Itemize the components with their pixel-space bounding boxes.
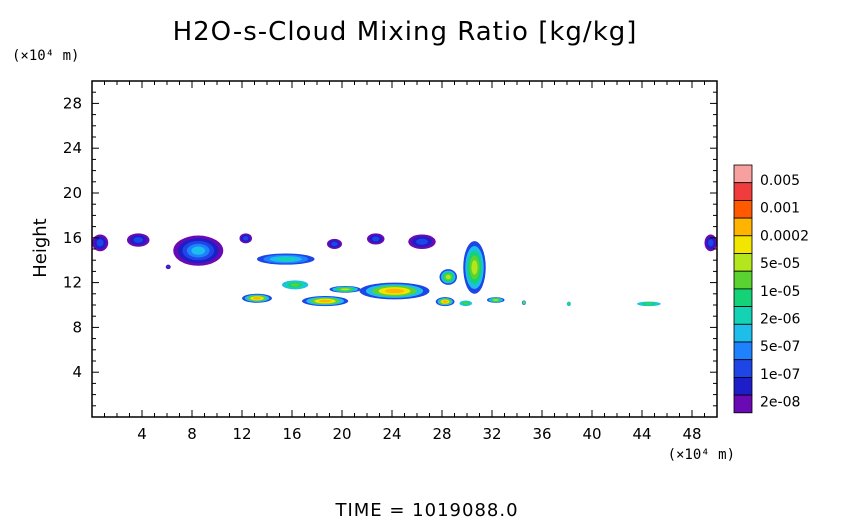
- y-tick-label: 20: [63, 184, 82, 202]
- y-unit-label: (×10⁴ m): [12, 48, 79, 64]
- cloud-patch-core: [290, 283, 300, 287]
- x-tick-label: 48: [682, 425, 701, 443]
- x-tick-label: 24: [382, 425, 401, 443]
- x-tick-label: 32: [482, 425, 501, 443]
- y-tick-label: 12: [63, 274, 82, 292]
- cloud-patch-core: [493, 299, 499, 301]
- colorbar-swatch: [733, 376, 753, 396]
- cloud-patch-core: [372, 236, 380, 242]
- x-tick-label: 44: [632, 425, 651, 443]
- y-tick-label: 4: [72, 363, 82, 381]
- colorbar-swatch: [733, 199, 753, 219]
- colorbar-label: 2e-08: [760, 395, 800, 411]
- cloud-patch-core: [568, 303, 570, 305]
- cloud-patch-core: [463, 302, 468, 305]
- x-tick-label: 12: [232, 425, 251, 443]
- y-axis-label: Height: [30, 218, 51, 278]
- colorbar-swatch: [733, 253, 753, 272]
- cloud-patch-core: [243, 236, 249, 241]
- cloud-patch-core: [708, 239, 714, 247]
- cloud-patch-core: [644, 303, 653, 305]
- x-tick-label: 36: [532, 425, 551, 443]
- colorbar-swatch: [733, 217, 753, 237]
- cloud-patch-core: [340, 288, 350, 291]
- x-tick-label: 40: [582, 425, 601, 443]
- cloud-patch-core: [471, 260, 478, 275]
- colorbar-swatch: [733, 164, 753, 184]
- colorbar-label: 1e-07: [760, 367, 800, 383]
- cloud-patch-core: [96, 239, 104, 247]
- cloud-patch-core: [191, 246, 206, 255]
- cloud-field: [92, 233, 717, 307]
- cloud-patch-core: [318, 299, 332, 303]
- colorbar-swatch: [733, 288, 753, 307]
- x-tick-label: 8: [187, 425, 197, 443]
- colorbar-label: 5e-07: [760, 339, 800, 355]
- y-tick-label: 16: [63, 229, 82, 247]
- cloud-patch-core: [276, 257, 296, 261]
- x-tick-label: 20: [332, 425, 351, 443]
- colorbar-swatch: [733, 359, 753, 378]
- cloud-patch-core: [442, 300, 448, 303]
- cloud-patch-core: [523, 302, 525, 304]
- colorbar: 0.005 0.001 0.0002 5e-05 1e-05 2e-06 5e-07 1e-0…: [733, 164, 809, 414]
- colorbar-label: 0.001: [760, 201, 800, 217]
- colorbar-label: 0.0002: [760, 228, 809, 244]
- colorbar-label: 1e-05: [760, 284, 800, 300]
- cloud-patch-core: [445, 274, 451, 280]
- x-unit-label: (×10⁴ m): [668, 447, 735, 463]
- x-tick-label: 28: [432, 425, 451, 443]
- colorbar-label: 0.005: [760, 173, 800, 189]
- colorbar-swatch: [733, 235, 753, 254]
- cloud-patch-core: [331, 241, 338, 247]
- x-tick-label: 16: [282, 425, 301, 443]
- colorbar-swatch: [733, 394, 753, 414]
- cloud-patch-core: [167, 265, 170, 268]
- colorbar-label: 5e-05: [760, 256, 800, 272]
- y-tick-label: 24: [63, 139, 82, 157]
- time-label: TIME = 1019088.0: [334, 500, 518, 519]
- colorbar-swatch: [733, 182, 753, 201]
- x-tick-label: 4: [137, 425, 147, 443]
- cloud-patch-core: [384, 288, 405, 294]
- cloud-patch-core: [416, 238, 428, 245]
- colorbar-swatch: [733, 341, 753, 361]
- colorbar-swatch: [733, 306, 753, 325]
- y-tick-label: 28: [63, 94, 82, 112]
- y-tick-label: 8: [72, 318, 82, 336]
- colorbar-swatch: [733, 270, 753, 290]
- chart-title: H2O-s-Cloud Mixing Ratio [kg/kg]: [173, 17, 638, 47]
- colorbar-label: 2e-06: [760, 312, 800, 328]
- cloud-patch-core: [252, 297, 262, 300]
- colorbar-swatch: [733, 323, 753, 343]
- cloud-patch-core: [133, 237, 144, 243]
